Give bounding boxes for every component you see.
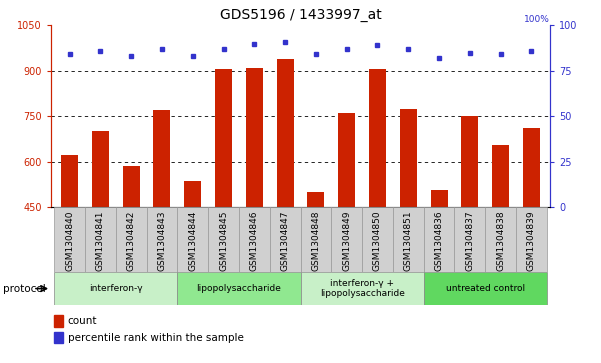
FancyBboxPatch shape xyxy=(54,207,85,272)
Text: lipopolysaccharide: lipopolysaccharide xyxy=(197,284,281,293)
FancyBboxPatch shape xyxy=(424,272,547,305)
FancyBboxPatch shape xyxy=(208,207,239,272)
Text: GSM1304837: GSM1304837 xyxy=(465,210,474,271)
FancyBboxPatch shape xyxy=(516,207,547,272)
FancyBboxPatch shape xyxy=(331,207,362,272)
FancyBboxPatch shape xyxy=(177,207,208,272)
FancyBboxPatch shape xyxy=(424,207,454,272)
Bar xyxy=(308,192,325,207)
Bar xyxy=(185,181,201,207)
Bar xyxy=(54,332,63,343)
Bar xyxy=(92,131,109,207)
FancyBboxPatch shape xyxy=(239,207,270,272)
Text: GSM1304850: GSM1304850 xyxy=(373,210,382,271)
FancyBboxPatch shape xyxy=(116,207,147,272)
Text: GSM1304845: GSM1304845 xyxy=(219,210,228,271)
Bar xyxy=(61,155,78,207)
FancyBboxPatch shape xyxy=(270,207,300,272)
Text: GSM1304836: GSM1304836 xyxy=(435,210,444,271)
Text: GSM1304842: GSM1304842 xyxy=(127,210,136,270)
FancyBboxPatch shape xyxy=(300,272,424,305)
Bar xyxy=(276,59,293,207)
Text: GSM1304844: GSM1304844 xyxy=(188,210,197,270)
Text: GSM1304849: GSM1304849 xyxy=(342,210,351,271)
Text: GSM1304838: GSM1304838 xyxy=(496,210,505,271)
FancyBboxPatch shape xyxy=(362,207,393,272)
Bar xyxy=(123,166,139,207)
Text: GSM1304841: GSM1304841 xyxy=(96,210,105,271)
Text: interferon-γ: interferon-γ xyxy=(89,284,142,293)
Title: GDS5196 / 1433997_at: GDS5196 / 1433997_at xyxy=(219,8,382,22)
Text: count: count xyxy=(67,316,97,326)
Text: GSM1304851: GSM1304851 xyxy=(404,210,413,271)
Text: GSM1304843: GSM1304843 xyxy=(157,210,166,271)
Bar xyxy=(430,190,448,207)
FancyBboxPatch shape xyxy=(85,207,116,272)
FancyBboxPatch shape xyxy=(177,272,300,305)
Text: 100%: 100% xyxy=(524,15,550,24)
Text: GSM1304847: GSM1304847 xyxy=(281,210,290,271)
Text: GSM1304846: GSM1304846 xyxy=(250,210,259,271)
Bar xyxy=(54,315,63,327)
Text: percentile rank within the sample: percentile rank within the sample xyxy=(67,333,243,343)
Text: GSM1304840: GSM1304840 xyxy=(65,210,74,271)
Bar xyxy=(462,116,478,207)
Text: GSM1304839: GSM1304839 xyxy=(527,210,536,271)
FancyBboxPatch shape xyxy=(393,207,424,272)
Bar xyxy=(492,145,509,207)
FancyBboxPatch shape xyxy=(54,272,177,305)
Text: protocol: protocol xyxy=(3,284,46,294)
FancyBboxPatch shape xyxy=(485,207,516,272)
FancyBboxPatch shape xyxy=(454,207,485,272)
Bar xyxy=(400,109,416,207)
Bar xyxy=(523,128,540,207)
Bar xyxy=(338,113,355,207)
Text: GSM1304848: GSM1304848 xyxy=(311,210,320,271)
Text: untreated control: untreated control xyxy=(446,284,525,293)
Bar xyxy=(153,110,171,207)
Text: interferon-γ +
lipopolysaccharide: interferon-γ + lipopolysaccharide xyxy=(320,279,404,298)
FancyBboxPatch shape xyxy=(147,207,177,272)
Bar xyxy=(215,69,232,207)
Bar xyxy=(246,68,263,207)
FancyBboxPatch shape xyxy=(300,207,331,272)
Bar xyxy=(369,69,386,207)
